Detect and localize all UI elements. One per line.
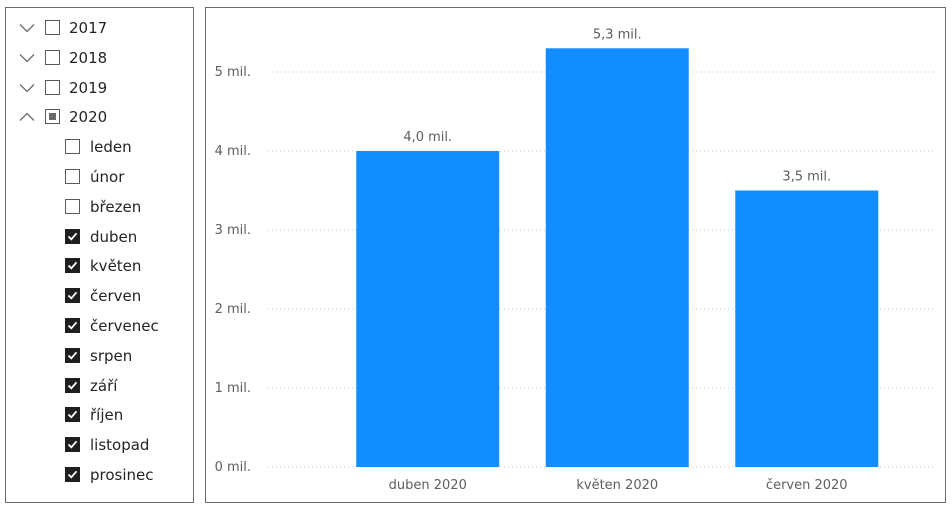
date-slicer: 2017 2018 2019 2020 leden únor březen duben květ… — [5, 7, 194, 503]
slicer-year-label: 2018 — [69, 48, 108, 67]
slicer-year-label: 2017 — [69, 19, 108, 37]
month-checkbox[interactable] — [65, 467, 80, 482]
bar-chart: 0 mil. 1 mil. 2 mil. 3 mil. 4 mil. 5 mil. 4,0 … — [205, 7, 946, 503]
slicer-month-label: červen — [90, 287, 142, 306]
slicer-month-label: březen — [90, 197, 142, 216]
slicer-month-label: srpen — [90, 346, 133, 365]
month-checkbox[interactable] — [65, 288, 80, 304]
bar-chart-svg: 0 mil. 1 mil. 2 mil. 3 mil. 4 mil. 5 mil. 4,0 … — [215, 27, 934, 493]
month-checkbox[interactable] — [65, 407, 80, 423]
month-checkbox[interactable] — [65, 198, 80, 214]
y-tick-label: 1 mil. — [215, 381, 251, 396]
month-checkbox[interactable] — [65, 318, 80, 333]
bar[interactable] — [735, 190, 879, 468]
month-checkbox[interactable] — [65, 228, 80, 244]
bar[interactable] — [545, 48, 689, 468]
slicer-month-label: listopad — [90, 436, 150, 455]
data-label: 5,3 mil. — [593, 27, 642, 42]
x-tick-label: červen 2020 — [766, 478, 848, 493]
year-checkbox[interactable] — [45, 49, 60, 65]
month-checkbox[interactable] — [65, 258, 80, 274]
month-checkbox[interactable] — [65, 169, 80, 184]
chevron-down-icon[interactable] — [19, 20, 35, 36]
slicer-month-label: květen — [90, 257, 142, 276]
chevron-up-icon[interactable] — [19, 109, 35, 125]
slicer-month-label: říjen — [90, 406, 124, 425]
slicer-month-label: duben — [90, 227, 138, 246]
chevron-down-icon[interactable] — [19, 50, 35, 66]
slicer-year-label: 2020 — [69, 108, 108, 127]
year-checkbox[interactable] — [45, 79, 60, 95]
slicer-month-label: únor — [90, 168, 125, 186]
chevron-down-icon[interactable] — [19, 80, 35, 96]
slicer-month-label: leden — [90, 138, 132, 157]
data-label: 3,5 mil. — [782, 170, 831, 185]
month-checkbox[interactable] — [65, 437, 80, 453]
x-tick-label: květen 2020 — [576, 478, 658, 493]
bar[interactable] — [356, 151, 500, 467]
month-checkbox[interactable] — [65, 139, 80, 155]
month-checkbox[interactable] — [65, 377, 80, 393]
data-label: 4,0 mil. — [403, 130, 452, 145]
slicer-month-label: prosinec — [90, 466, 154, 484]
y-tick-label: 0 mil. — [215, 460, 251, 475]
y-tick-label: 4 mil. — [215, 144, 251, 159]
year-checkbox[interactable] — [45, 109, 60, 125]
slicer-month-label: září — [90, 376, 118, 395]
y-tick-label: 3 mil. — [215, 223, 251, 238]
slicer-month-label: červenec — [90, 317, 159, 335]
y-tick-label: 2 mil. — [215, 302, 251, 317]
x-tick-label: duben 2020 — [389, 478, 467, 493]
year-checkbox[interactable] — [45, 20, 60, 35]
slicer-year-label: 2019 — [69, 78, 108, 97]
month-checkbox[interactable] — [65, 347, 80, 363]
y-tick-label: 5 mil. — [215, 65, 251, 80]
